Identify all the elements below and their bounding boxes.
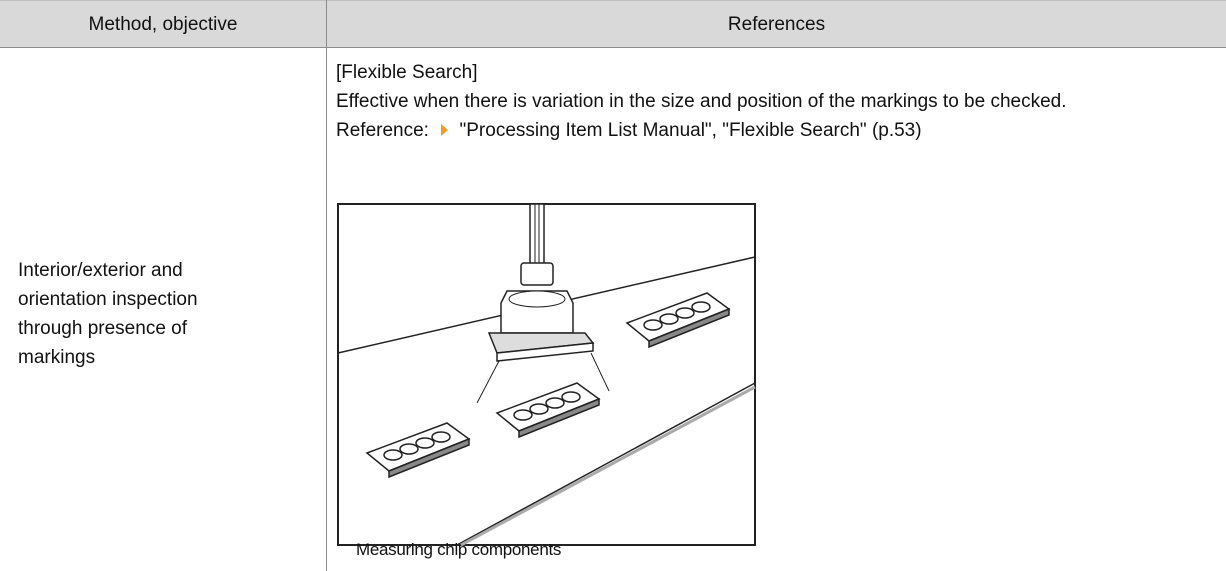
illustration <box>337 203 756 547</box>
table-header: Method, objective References <box>0 0 1226 48</box>
method-cell: Interior/exterior and orientation inspec… <box>18 260 198 368</box>
reference-link[interactable]: "Processing Item List Manual", "Flexible… <box>459 120 922 141</box>
link-arrow <box>441 124 449 136</box>
column-divider <box>326 0 327 571</box>
header-cell: References <box>727 14 826 35</box>
header-cell: Method, objective <box>88 14 238 35</box>
references-cell: [Flexible Search] Effective when there i… <box>336 58 1186 145</box>
description: Effective when there is variation in the… <box>336 91 1067 112</box>
reference-line: Reference: "Processing Item List Manual"… <box>336 116 1186 145</box>
reference-label: Reference: <box>336 120 429 141</box>
figure-caption: Measuring chip components <box>356 540 562 559</box>
heading: [Flexible Search] <box>336 62 478 83</box>
